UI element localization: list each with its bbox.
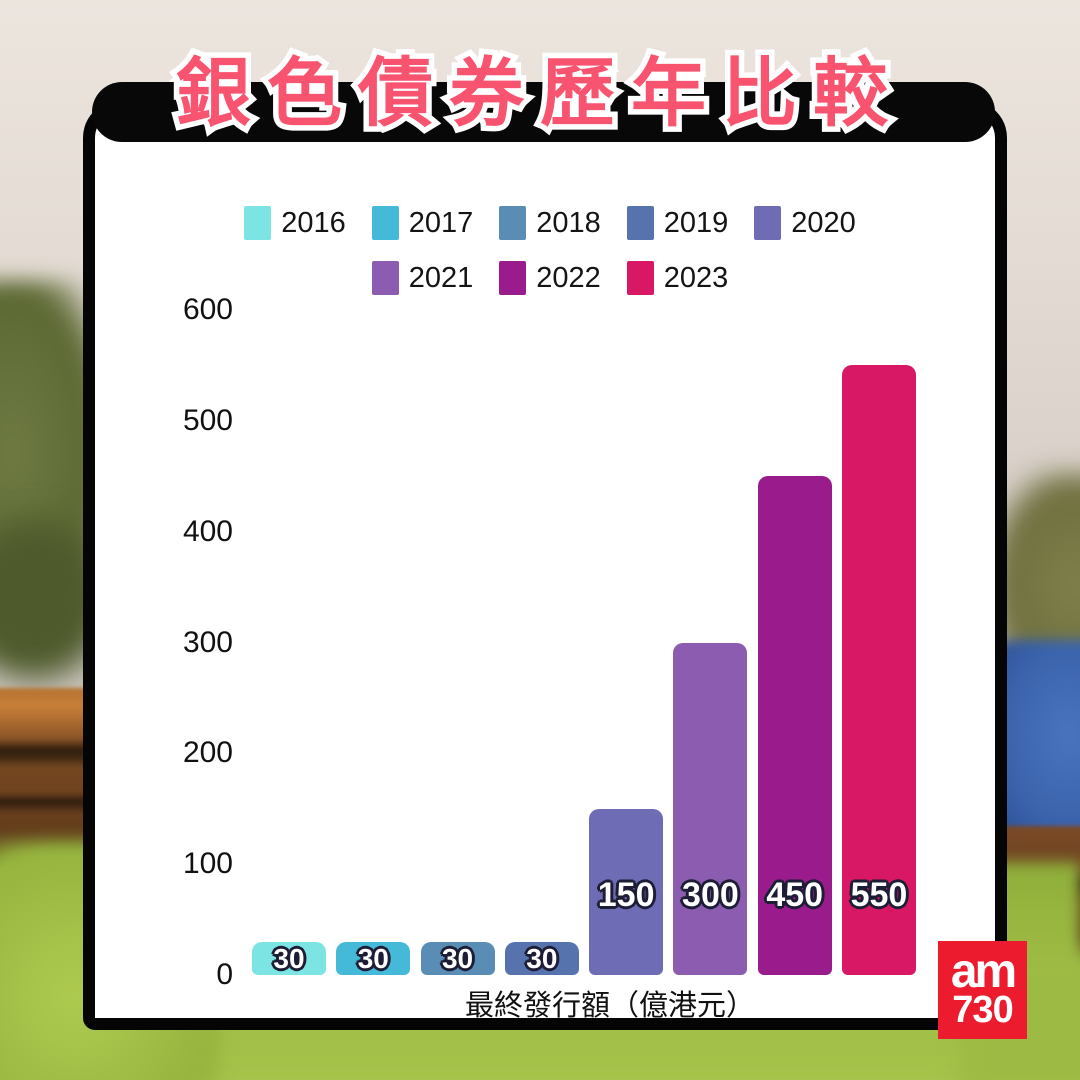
legend-item-2022: 2022: [499, 261, 601, 295]
am730-logo: am 730: [938, 941, 1027, 1039]
legend-item-2021: 2021: [371, 261, 474, 295]
bar-value-label: 30: [526, 943, 558, 974]
chart-legend: 2016 2017 2018 2019 2020 2021 2022 2023: [100, 203, 1000, 313]
page-title-text: 銀色債券歷年比較: [175, 51, 904, 135]
am730-logo-line1: am: [950, 945, 1017, 998]
y-tick-label: 200: [182, 736, 233, 770]
bar-value-label: 150: [597, 876, 655, 914]
legend-label: 2022: [536, 261, 601, 294]
bar-value-label: 300: [682, 876, 739, 914]
bar-value-label: 30: [441, 943, 474, 974]
bar-2023: 550: [841, 365, 916, 975]
y-tick-label: 0: [216, 958, 233, 991]
am730-logo-line2: 730: [952, 989, 1013, 1031]
legend-swatch: [626, 206, 654, 240]
legend-item-2017: 2017: [371, 206, 474, 240]
legend-label: 2019: [663, 206, 729, 239]
x-axis-label: 最終發行額（億港元）: [464, 990, 755, 1022]
y-axis: 0 100 200 300 400 500 600: [0, 0, 233, 1080]
bar-value-label: 30: [273, 943, 305, 974]
bar-value-label: 450: [766, 876, 824, 914]
legend-swatch: [754, 206, 782, 240]
bar-2019: 30: [504, 941, 579, 975]
legend-label: 2021: [408, 261, 474, 294]
page-title: 銀色債券歷年比較 銀色債券歷年比較: [88, 46, 992, 141]
bar-2018: 30: [420, 941, 495, 975]
legend-label: 2023: [663, 261, 729, 294]
bar-2022: 450: [757, 476, 832, 975]
y-tick-label: 100: [182, 847, 233, 881]
bar-value-label: 550: [850, 875, 908, 914]
page-title-outline: 銀色債券歷年比較: [170, 46, 904, 141]
y-tick-label: 300: [182, 625, 233, 659]
legend-label: 2020: [791, 206, 856, 239]
bar-value-label: 30: [357, 943, 389, 974]
y-tick-label: 600: [182, 293, 233, 326]
legend-row-2: 2021 2022 2023: [100, 258, 1000, 298]
bar-2016: 30: [252, 941, 326, 975]
legend-label: 2017: [408, 206, 474, 239]
legend-item-2018: 2018: [499, 206, 601, 240]
legend-row-1: 2016 2017 2018 2019 2020: [100, 203, 1000, 243]
y-tick-label: 400: [182, 514, 233, 548]
legend-item-2016: 2016: [244, 206, 346, 240]
bar-2020: 150: [589, 808, 664, 975]
bar-2017: 30: [336, 941, 411, 975]
legend-swatch: [499, 206, 527, 240]
legend-item-2020: 2020: [754, 206, 856, 240]
legend-swatch: [371, 261, 399, 295]
legend-label: 2018: [536, 206, 601, 239]
legend-swatch: [371, 206, 399, 240]
legend-label: 2016: [281, 206, 346, 239]
y-tick-label: 500: [182, 403, 233, 437]
title-banner: [92, 82, 995, 142]
legend-item-2019: 2019: [626, 206, 729, 240]
legend-swatch: [626, 261, 654, 295]
legend-swatch: [244, 206, 272, 240]
legend-swatch: [499, 261, 527, 295]
legend-item-2023: 2023: [626, 261, 729, 295]
bar-2021: 300: [673, 642, 748, 975]
